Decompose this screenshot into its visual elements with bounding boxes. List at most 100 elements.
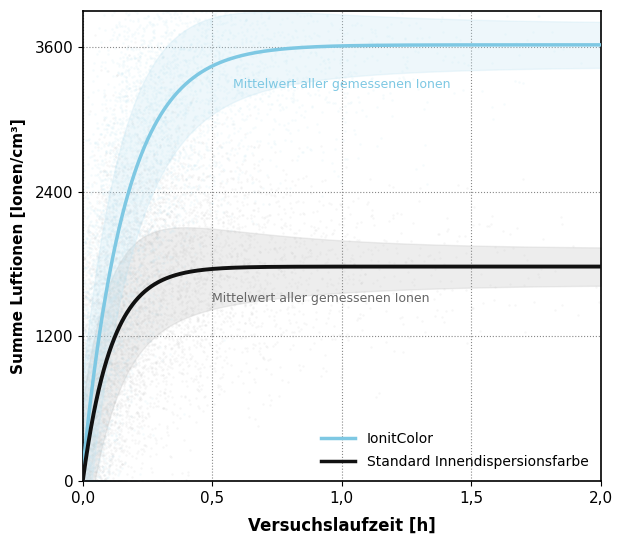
Point — [92, 357, 102, 366]
Point — [136, 402, 146, 411]
Point — [198, 176, 208, 185]
Point — [153, 228, 163, 236]
Point — [119, 321, 129, 329]
Point — [168, 327, 178, 335]
Point — [82, 450, 92, 459]
Point — [132, 234, 142, 243]
Point — [95, 211, 105, 220]
Point — [130, 27, 140, 36]
Point — [248, 52, 258, 61]
Point — [101, 477, 111, 485]
Point — [122, 159, 132, 168]
Point — [119, 247, 129, 256]
Point — [108, 257, 118, 265]
Point — [126, 325, 136, 334]
Point — [328, 245, 338, 253]
Point — [199, 39, 209, 48]
Point — [232, 157, 241, 166]
Point — [118, 230, 128, 239]
Point — [192, 317, 202, 326]
Point — [266, 233, 276, 241]
Point — [175, 158, 185, 167]
Point — [128, 159, 138, 168]
Point — [85, 361, 95, 370]
Point — [107, 378, 117, 387]
Point — [102, 238, 112, 246]
Point — [327, 21, 337, 29]
Point — [80, 477, 90, 485]
Point — [177, 204, 187, 212]
Point — [80, 477, 90, 485]
Point — [152, 229, 162, 238]
Point — [149, 317, 158, 325]
Point — [205, 287, 215, 296]
Point — [177, 318, 187, 327]
Point — [103, 189, 113, 198]
Point — [151, 439, 161, 448]
Point — [123, 208, 133, 217]
Point — [195, 202, 205, 211]
Point — [207, 0, 217, 4]
Point — [154, 0, 164, 7]
Point — [111, 298, 121, 307]
Point — [126, 96, 136, 104]
Point — [92, 403, 102, 412]
Point — [136, 78, 146, 87]
Point — [111, 21, 121, 29]
Point — [129, 204, 139, 212]
Point — [199, 176, 209, 185]
Point — [113, 169, 123, 177]
Point — [289, 234, 299, 242]
Point — [134, 176, 144, 185]
Point — [106, 269, 116, 278]
Point — [162, 290, 172, 299]
Point — [80, 477, 90, 485]
Point — [348, 275, 358, 283]
Point — [192, 235, 202, 244]
Point — [84, 477, 94, 485]
Point — [145, 170, 155, 179]
Point — [186, 188, 196, 197]
Point — [95, 446, 105, 454]
Point — [225, 308, 235, 317]
Point — [259, 44, 269, 52]
Point — [139, 81, 149, 90]
Point — [102, 257, 112, 266]
Point — [112, 404, 122, 413]
Point — [96, 418, 106, 426]
Point — [194, 138, 204, 147]
Point — [197, 207, 207, 216]
Point — [125, 173, 135, 182]
Point — [165, 254, 175, 263]
Point — [134, 45, 144, 54]
Point — [87, 201, 97, 210]
Point — [79, 477, 89, 485]
Point — [115, 119, 125, 128]
Point — [100, 171, 110, 180]
Point — [119, 331, 129, 340]
Point — [166, 37, 176, 45]
Point — [125, 321, 135, 329]
Point — [87, 294, 97, 302]
Point — [117, 258, 127, 267]
Point — [101, 96, 111, 104]
Point — [277, 252, 287, 261]
Point — [185, 228, 195, 237]
Point — [202, 195, 212, 204]
Point — [125, 184, 135, 193]
Point — [80, 444, 90, 453]
Point — [104, 162, 114, 171]
Point — [198, 297, 208, 306]
Point — [250, 275, 260, 284]
Point — [270, 244, 280, 252]
Point — [92, 140, 102, 149]
Point — [117, 308, 127, 317]
Point — [92, 218, 102, 227]
Point — [209, 97, 219, 106]
Point — [91, 179, 101, 187]
Point — [90, 477, 100, 485]
Point — [155, 198, 165, 207]
Point — [82, 473, 92, 482]
Point — [182, 232, 192, 241]
Point — [312, 252, 322, 260]
